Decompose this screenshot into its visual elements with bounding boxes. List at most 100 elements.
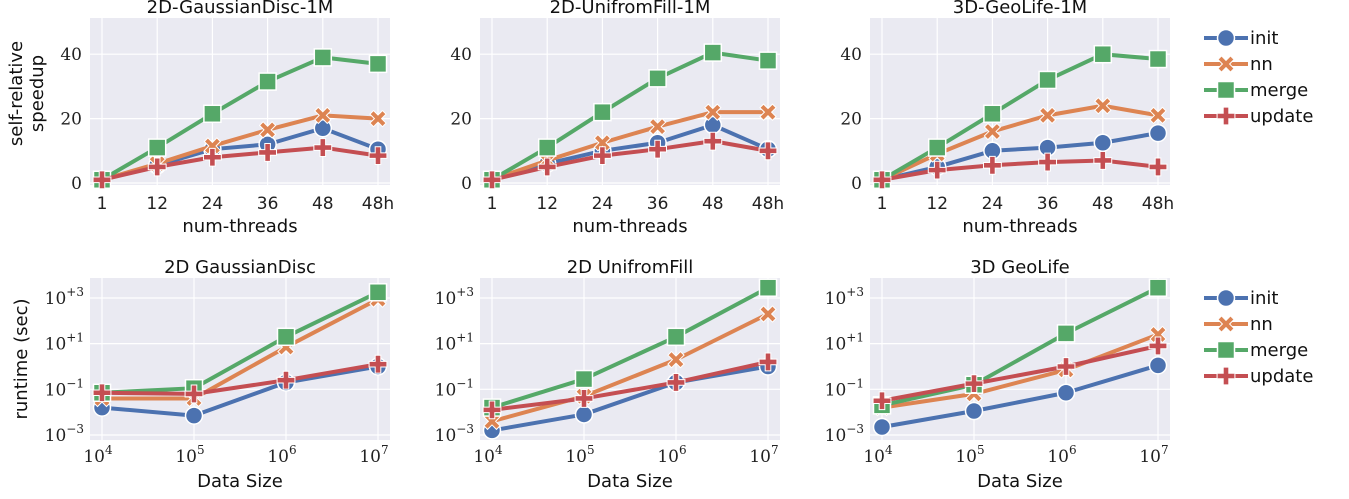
- point-merge: [758, 51, 778, 70]
- series-nn: [483, 305, 777, 431]
- point-nn: [593, 133, 612, 152]
- x-tick-base: 10: [473, 447, 495, 467]
- series-line-merge: [491, 285, 769, 410]
- point-update: [92, 170, 112, 190]
- y-tick-base: 10: [45, 426, 67, 446]
- point-update: [872, 391, 892, 411]
- y-tick-base: 10: [825, 289, 847, 309]
- x-tick-label: 105: [565, 443, 594, 467]
- point-update: [927, 160, 947, 180]
- y-tick-exponent: −1: [846, 376, 864, 390]
- legend-marker-update: [1216, 106, 1236, 126]
- point-nn: [203, 137, 222, 155]
- y-tick-label: 10+3: [45, 285, 84, 309]
- x-tick-label: 12: [926, 194, 948, 214]
- point-update: [92, 383, 112, 403]
- point-nn: [1094, 96, 1112, 115]
- point-update: [964, 374, 984, 394]
- point-update: [202, 147, 222, 167]
- series-line-merge: [101, 290, 379, 395]
- legend-label: init: [1250, 28, 1278, 49]
- series-merge: [92, 48, 388, 190]
- point-nn: [667, 350, 685, 369]
- point-nn: [759, 305, 777, 323]
- x-tick-base: 10: [359, 447, 381, 467]
- x-tick-base: 10: [267, 447, 289, 467]
- y-tick-exponent: −3: [456, 422, 474, 436]
- point-merge: [258, 72, 277, 91]
- y-tick-label: 20: [60, 110, 82, 130]
- y-tick-label: 10−1: [435, 376, 474, 400]
- legend-label: update: [1250, 106, 1313, 127]
- point-nn: [314, 106, 332, 125]
- y-tick-exponent: +3: [456, 285, 474, 299]
- legend-label: nn: [1250, 314, 1273, 335]
- x-tick-label: 36: [647, 194, 669, 214]
- point-merge: [1148, 278, 1168, 297]
- chart-title: 2D-UnifromFill-1M: [550, 0, 711, 18]
- point-merge: [537, 138, 557, 157]
- point-init: [1148, 356, 1168, 375]
- x-tick-label: 104: [863, 443, 893, 467]
- x-tick-exponent: 4: [495, 443, 503, 457]
- y-axis-label: self-relativespeedup: [6, 41, 48, 146]
- x-tick-base: 10: [175, 447, 197, 467]
- point-update: [368, 354, 388, 374]
- x-tick-label: 1: [487, 194, 498, 214]
- x-axis-label: num-threads: [572, 216, 687, 237]
- point-update: [1093, 151, 1113, 170]
- x-axis-label: Data Size: [977, 471, 1063, 492]
- point-update: [313, 138, 333, 158]
- y-tick-label: 40: [840, 45, 862, 65]
- y-tick-exponent: +1: [66, 331, 84, 345]
- point-update: [147, 157, 167, 177]
- point-update: [1148, 157, 1168, 177]
- y-axis-label: runtime (sec): [11, 299, 32, 420]
- legend-marker-merge: [1216, 340, 1236, 360]
- y-axis-label-line: speedup: [27, 55, 48, 132]
- y-tick-label: 10+3: [435, 285, 474, 309]
- x-tick-label: 48h: [752, 194, 784, 214]
- point-update: [758, 141, 778, 161]
- point-nn: [983, 122, 1002, 141]
- legend-marker-merge: [1216, 80, 1236, 100]
- point-init: [964, 401, 984, 421]
- x-tick-label: 107: [749, 443, 778, 467]
- x-tick-label: 24: [592, 194, 614, 214]
- series-update: [482, 352, 778, 420]
- y-tick-label: 0: [71, 174, 82, 194]
- point-merge: [1093, 44, 1113, 64]
- x-tick-label: 106: [657, 443, 686, 467]
- x-tick-exponent: 5: [587, 443, 595, 457]
- x-tick-base: 10: [565, 447, 587, 467]
- point-merge: [368, 54, 388, 74]
- x-tick-label: 48: [312, 194, 334, 214]
- y-tick-base: 10: [435, 335, 457, 355]
- x-axis-label: Data Size: [197, 471, 283, 492]
- point-init: [313, 119, 333, 138]
- x-tick-label: 48h: [1142, 194, 1174, 214]
- y-tick-label: 10+1: [45, 331, 84, 355]
- y-tick-label: 10+1: [435, 331, 474, 355]
- y-tick-exponent: +3: [66, 285, 84, 299]
- point-update: [368, 146, 388, 166]
- point-update: [648, 139, 668, 159]
- x-tick-label: 12: [536, 194, 558, 214]
- chart-title: 2D GaussianDisc: [164, 257, 316, 278]
- y-axis-label-line: self-relative: [6, 41, 27, 146]
- x-tick-label: 107: [359, 443, 388, 467]
- series-line-init: [491, 364, 769, 433]
- x-tick-exponent: 7: [381, 443, 389, 457]
- y-tick-base: 10: [435, 380, 457, 400]
- legend-marker-update: [1216, 366, 1236, 386]
- x-tick-exponent: 6: [289, 443, 297, 457]
- point-nn: [759, 103, 777, 121]
- x-tick-label: 106: [267, 443, 296, 467]
- chart-2: 0 20 40 1 12 24 36 48 48h 2D-UnifromFill-1M num-th…: [450, 0, 784, 237]
- point-update: [184, 384, 204, 404]
- x-tick-label: 48: [1092, 194, 1114, 214]
- point-update: [592, 146, 612, 166]
- series-line-update: [101, 362, 379, 396]
- y-tick-label: 40: [450, 45, 472, 65]
- x-tick-label: 1: [97, 194, 108, 214]
